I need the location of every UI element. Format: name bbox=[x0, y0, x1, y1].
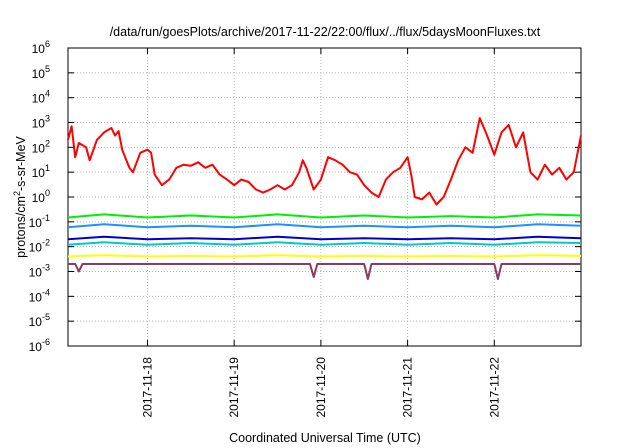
x-tick-label: 2017-11-21 bbox=[401, 357, 415, 418]
y-tick-label: 103 bbox=[32, 114, 50, 131]
x-axis-label: Coordinated Universal Time (UTC) bbox=[229, 431, 421, 445]
series-line bbox=[68, 263, 581, 280]
series-lines bbox=[67, 117, 582, 280]
x-axis: 2017-11-18 2017-11-19 2017-11-20 2017-11-21… bbox=[140, 48, 501, 418]
y-tick-label: 10-6 bbox=[29, 337, 50, 354]
y-axis-label-sup: 2 bbox=[12, 191, 22, 196]
y-tick-label: 105 bbox=[32, 64, 50, 81]
y-axis: 10-6 10-5 10-4 10-3 10-2 10-1 100 101 102 103 104 1… bbox=[29, 39, 581, 354]
series-line bbox=[67, 241, 582, 246]
series-line bbox=[67, 254, 582, 258]
series-line bbox=[67, 235, 582, 241]
y-tick-label: 10-3 bbox=[29, 263, 50, 280]
plot-frame bbox=[67, 47, 582, 347]
y-axis-label: protons/cm2-s-sr-MeV bbox=[12, 135, 28, 257]
y-axis-label-rest: -s-sr-MeV bbox=[14, 135, 28, 191]
chart-title: /data/run/goesPlots/archive/2017-11-22/2… bbox=[110, 25, 541, 39]
y-axis-label-base: protons/cm bbox=[14, 196, 28, 258]
x-tick-label: 2017-11-20 bbox=[314, 357, 328, 418]
y-tick-label: 101 bbox=[32, 163, 50, 180]
y-tick-label: 104 bbox=[32, 89, 50, 106]
y-tick-label: 10-4 bbox=[29, 287, 50, 304]
x-tick-label: 2017-11-19 bbox=[227, 357, 241, 418]
y-tick-label: 10-5 bbox=[29, 312, 50, 329]
y-tick-label: 10-2 bbox=[29, 238, 50, 255]
y-tick-label: 102 bbox=[32, 138, 50, 155]
y-tick-label: 100 bbox=[32, 188, 50, 205]
y-tick-label: 10-1 bbox=[29, 213, 50, 230]
series-line bbox=[67, 213, 582, 219]
y-tick-label: 106 bbox=[32, 39, 50, 56]
x-tick-label: 2017-11-22 bbox=[487, 357, 501, 418]
series-line bbox=[67, 117, 582, 206]
series-line bbox=[67, 223, 582, 229]
grid-lines bbox=[68, 48, 581, 346]
x-tick-label: 2017-11-18 bbox=[140, 357, 154, 418]
